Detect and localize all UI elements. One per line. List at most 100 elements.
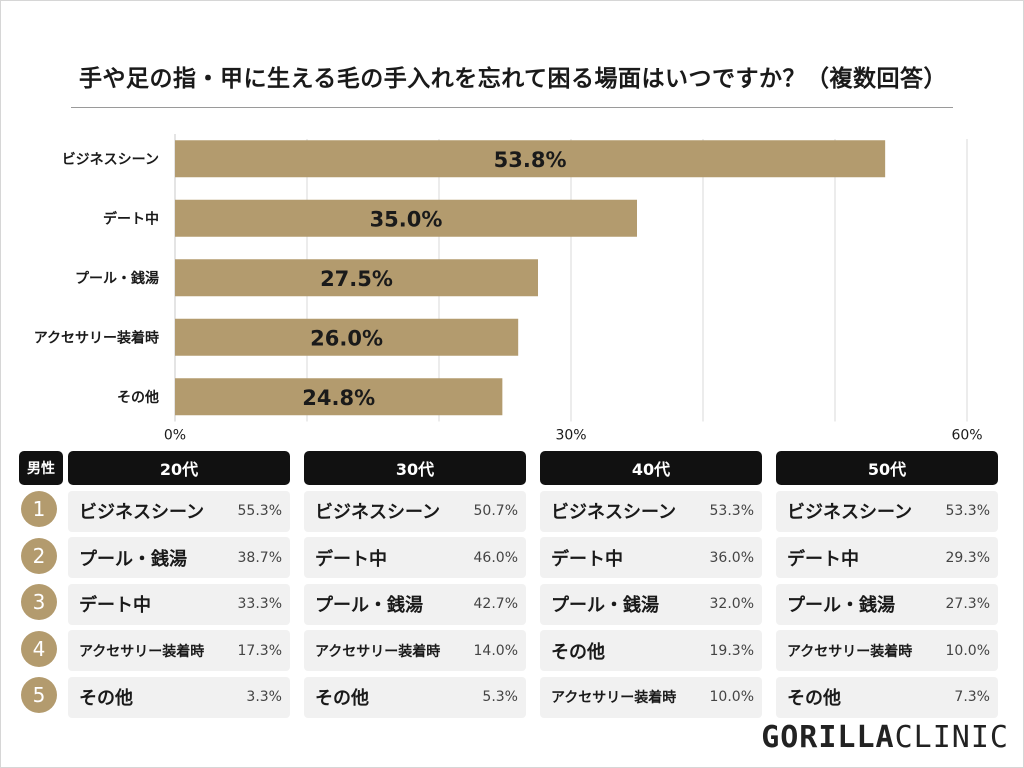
logo-text-light: CLINIC	[894, 720, 1009, 755]
ranking-item-name: プール・銭湯	[787, 595, 895, 616]
ranking-item-name: アクセサリー装着時	[79, 643, 205, 660]
ranking-item-name: ビジネスシーン	[79, 502, 205, 523]
ranking-row: ビジネスシーン 53.3%	[776, 490, 998, 532]
ranking-item-name: その他	[315, 688, 369, 709]
bar	[175, 199, 637, 237]
category-label: デート中	[103, 210, 159, 227]
x-tick-label: 0%	[164, 428, 186, 444]
value-label: 53.8%	[494, 148, 567, 172]
value-label: 24.8%	[302, 386, 375, 410]
ranking-row: プール・銭湯 42.7%	[304, 583, 526, 625]
ranking-item-name: アクセサリー装着時	[787, 643, 913, 660]
ranking-row: その他 19.3%	[540, 630, 762, 671]
ranking-item-percent: 14.0%	[473, 642, 518, 659]
ranking-item-name: プール・銭湯	[315, 595, 423, 616]
ranking-item-name: ビジネスシーン	[551, 502, 677, 523]
ranking-row: アクセサリー装着時 17.3%	[68, 630, 290, 671]
value-label: 27.5%	[320, 267, 393, 291]
title-divider	[71, 107, 953, 108]
ranking-item-percent: 53.3%	[709, 503, 754, 519]
ranking-item-name: デート中	[79, 595, 151, 616]
ranking-item-name: アクセサリー装着時	[315, 643, 441, 660]
value-label: 26.0%	[310, 326, 383, 350]
ranking-item-name: その他	[787, 688, 841, 709]
x-tick-label: 30%	[555, 428, 586, 444]
ranking-item-name: プール・銭湯	[551, 595, 659, 616]
logo-text-bold: GORILLA	[761, 720, 895, 755]
ranking-item-name: その他	[551, 641, 605, 663]
gender-badge: 男性	[19, 451, 63, 485]
ranking-item-percent: 36.0%	[709, 549, 754, 566]
value-label: 35.0%	[370, 207, 443, 231]
age-panel-30s: 30代 ビジネスシーン 50.7% デート中 46.0% プール・銭湯 42.7% ア…	[304, 451, 526, 718]
ranking-item-percent: 3.3%	[246, 689, 282, 705]
ranking-item-name: デート中	[787, 548, 859, 570]
ranking-item-percent: 7.3%	[954, 689, 990, 705]
ranking-item-name: ビジネスシーン	[315, 502, 441, 523]
ranking-row: デート中 36.0%	[540, 537, 762, 578]
ranking-row: デート中 46.0%	[304, 537, 526, 578]
bar	[175, 140, 886, 178]
rank-badge-1: 1	[21, 491, 57, 527]
ranking-item-name: デート中	[551, 548, 623, 570]
ranking-item-percent: 53.3%	[945, 503, 990, 519]
ranking-item-percent: 50.7%	[473, 503, 518, 519]
ranking-item-name: その他	[79, 688, 133, 709]
ranking-item-name: デート中	[315, 548, 387, 570]
ranking-item-percent: 55.3%	[237, 503, 282, 519]
x-tick-label: 60%	[951, 428, 982, 444]
bar	[175, 378, 503, 416]
ranking-row: デート中 33.3%	[68, 583, 290, 625]
ranking-row: アクセサリー装着時 14.0%	[304, 630, 526, 671]
ranking-item-percent: 10.0%	[709, 689, 754, 705]
ranking-item-name: アクセサリー装着時	[551, 690, 677, 706]
ranking-item-name: ビジネスシーン	[787, 502, 913, 523]
age-panel-50s: 50代 ビジネスシーン 53.3% デート中 29.3% プール・銭湯 27.3% ア…	[776, 451, 998, 718]
ranking-item-percent: 17.3%	[237, 642, 282, 659]
ranking-row: その他 5.3%	[304, 676, 526, 718]
bar-chart: ビジネスシーン 53.8% デート中 35.0% プール・銭湯 27.5% アクセサリー装着…	[34, 134, 983, 444]
ranking-item-percent: 33.3%	[237, 596, 282, 612]
ranking-row: その他 7.3%	[776, 676, 998, 718]
brand-logo: GORILLACLINIC	[761, 720, 1009, 755]
rank-badge-5: 5	[21, 677, 57, 713]
ranking-item-percent: 42.7%	[473, 596, 518, 612]
ranking-row: ビジネスシーン 53.3%	[540, 490, 762, 532]
age-header: 30代	[304, 451, 526, 485]
ranking-row: デート中 29.3%	[776, 537, 998, 578]
ranking-row: プール・銭湯 32.0%	[540, 583, 762, 625]
ranking-item-percent: 29.3%	[945, 549, 990, 566]
ranking-item-percent: 19.3%	[709, 642, 754, 659]
category-label: プール・銭湯	[75, 270, 159, 287]
ranking-row: ビジネスシーン 50.7%	[304, 490, 526, 532]
page-title: 手や足の指・甲に生える毛の手入れを忘れて困る場面はいつですか？（複数回答）	[78, 66, 948, 92]
age-header: 40代	[540, 451, 762, 485]
ranking-row: アクセサリー装着時 10.0%	[540, 676, 762, 718]
ranking-item-percent: 5.3%	[482, 689, 518, 705]
rank-badge-4: 4	[21, 630, 57, 667]
rank-badge-2: 2	[21, 537, 57, 574]
age-panel-40s: 40代 ビジネスシーン 53.3% デート中 36.0% プール・銭湯 32.0% そ…	[540, 451, 762, 718]
age-panel-20s: 20代 ビジネスシーン 55.3% プール・銭湯 38.7% デート中 33.3% ア…	[68, 451, 290, 718]
ranking-row: プール・銭湯 38.7%	[68, 537, 290, 578]
category-label: アクセサリー装着時	[34, 329, 159, 346]
ranking-row: プール・銭湯 27.3%	[776, 583, 998, 625]
category-label: その他	[117, 389, 159, 406]
rank-badge-3: 3	[21, 584, 57, 620]
ranking-row: その他 3.3%	[68, 676, 290, 718]
ranking-row: アクセサリー装着時 10.0%	[776, 630, 998, 671]
ranking-row: ビジネスシーン 55.3%	[68, 490, 290, 532]
rank-column: 1 2 3 4 5	[21, 491, 61, 724]
ranking-item-percent: 46.0%	[473, 549, 518, 566]
ranking-item-percent: 38.7%	[237, 549, 282, 566]
ranking-item-name: プール・銭湯	[79, 548, 187, 570]
ranking-item-percent: 27.3%	[945, 596, 990, 612]
ranking-item-percent: 32.0%	[709, 596, 754, 612]
bar	[175, 318, 519, 356]
bar	[175, 259, 538, 297]
category-label: ビジネスシーン	[62, 152, 159, 168]
age-header: 50代	[776, 451, 998, 485]
ranking-item-percent: 10.0%	[945, 642, 990, 659]
age-header: 20代	[68, 451, 290, 485]
